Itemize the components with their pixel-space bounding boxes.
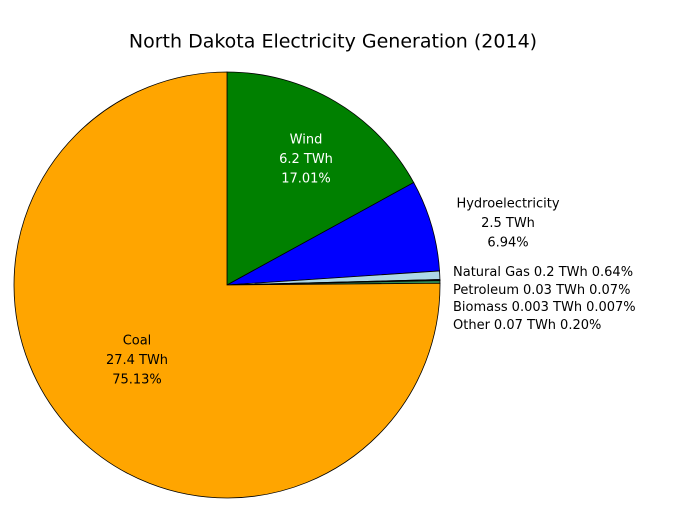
pie-slice [226,71,415,286]
slice-label: 6.94% [487,236,528,251]
slice-label-part: 0.003 TWh [512,300,582,315]
slice-label: 75.13% [112,373,162,388]
chart-title: North Dakota Electricity Generation (201… [129,31,537,53]
slice-label-part: Biomass [453,300,508,315]
slice-label: Hydroelectricity [456,197,559,212]
slice-label-part: Natural Gas [453,265,530,280]
slice-label: Other 0.07 TWh 0.20% [453,318,601,333]
slice-label: Wind [290,133,323,148]
slice-label-part: Petroleum [453,283,519,298]
slice-label: 2.5 TWh [481,216,535,231]
slice-label: Coal [123,334,152,349]
slice-label: 17.01% [281,172,331,187]
slice-label: Petroleum 0.03 TWh 0.07% [453,283,630,298]
slice-label: 6.2 TWh [279,152,333,167]
slice-label-part: 0.2 TWh [534,265,588,280]
slice-label: Biomass 0.003 TWh 0.007% [453,300,636,315]
slice-label: Natural Gas 0.2 TWh 0.64% [453,265,633,280]
slice-label-part: 0.07 TWh [494,318,556,333]
slice-label-part: 0.03 TWh [523,283,585,298]
slice-label: 27.4 TWh [106,353,168,368]
pie-slice [13,71,441,499]
slice-label-part: 0.20% [560,318,601,333]
slice-label-part: 0.64% [592,265,633,280]
slice-label-part: 0.07% [589,283,630,298]
slice-label-part: 0.007% [586,300,636,315]
slice-label-part: Other [453,318,491,333]
